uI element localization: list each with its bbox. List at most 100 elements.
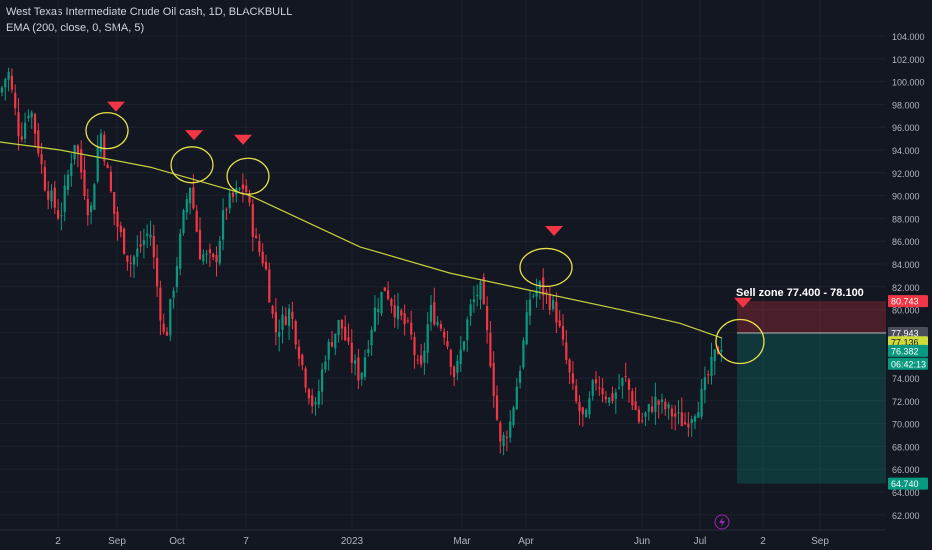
candle-body bbox=[24, 122, 27, 139]
candle-body bbox=[647, 404, 650, 412]
candle-body bbox=[20, 136, 23, 140]
candle-body bbox=[439, 323, 442, 329]
candle-body bbox=[274, 312, 277, 333]
down-arrow-marker bbox=[185, 130, 203, 141]
candle-body bbox=[690, 419, 693, 424]
candle-body bbox=[459, 349, 462, 365]
candle-body bbox=[245, 185, 248, 192]
candle-body bbox=[519, 370, 522, 383]
candle-body bbox=[472, 299, 475, 303]
candle-body bbox=[565, 342, 568, 360]
candle-body bbox=[228, 193, 231, 209]
candle-body bbox=[552, 299, 555, 310]
candle-body bbox=[291, 311, 294, 319]
candle-body bbox=[66, 174, 70, 190]
candle-body bbox=[611, 393, 614, 402]
candle-body bbox=[113, 191, 116, 214]
time-tick: 2023 bbox=[341, 536, 364, 547]
candle-body bbox=[416, 359, 419, 361]
candle-body bbox=[499, 422, 502, 442]
candle-body bbox=[476, 295, 479, 297]
candle-body bbox=[670, 408, 673, 417]
candle-body bbox=[608, 397, 611, 403]
candle-body bbox=[4, 78, 7, 88]
candle-body bbox=[73, 144, 76, 160]
candle-body bbox=[93, 184, 96, 210]
candle-body bbox=[515, 386, 518, 410]
candle-body bbox=[330, 342, 334, 347]
price-tick: 96.000 bbox=[892, 123, 920, 133]
candle-body bbox=[241, 184, 244, 189]
candle-body bbox=[594, 379, 598, 384]
candle-body bbox=[255, 235, 258, 238]
candle-body bbox=[311, 395, 314, 407]
candle-body bbox=[545, 291, 548, 293]
candle-body bbox=[123, 228, 126, 254]
candle-body bbox=[109, 171, 112, 192]
candle-body bbox=[604, 396, 607, 400]
candle-body bbox=[436, 321, 439, 326]
candle-body bbox=[225, 209, 228, 211]
candle-body bbox=[561, 326, 565, 340]
candle-body bbox=[83, 169, 86, 196]
candle-body bbox=[614, 392, 617, 400]
candle-body bbox=[288, 308, 291, 326]
candle-body bbox=[657, 400, 660, 405]
candle-body bbox=[363, 357, 367, 377]
candle-body bbox=[637, 409, 640, 422]
time-tick: Oct bbox=[169, 536, 185, 547]
candle-body bbox=[7, 71, 10, 80]
candle-body bbox=[314, 402, 317, 405]
candle-body bbox=[261, 251, 264, 264]
candle-body bbox=[152, 235, 155, 258]
candle-body bbox=[76, 145, 79, 153]
candle-body bbox=[281, 314, 284, 330]
candle-body bbox=[446, 341, 449, 347]
candle-body bbox=[30, 112, 33, 118]
down-arrow-marker bbox=[234, 134, 252, 145]
candle-body bbox=[360, 373, 363, 380]
indicator-title: EMA (200, close, 0, SMA, 5) bbox=[6, 22, 145, 34]
candle-body bbox=[139, 244, 142, 247]
candle-body bbox=[644, 412, 647, 417]
symbol-title: West Texas Intermediate Crude Oil cash, … bbox=[6, 6, 293, 18]
candle-body bbox=[354, 360, 357, 364]
candle-body bbox=[680, 412, 683, 427]
price-tick: 90.000 bbox=[892, 192, 920, 202]
candle-body bbox=[568, 359, 571, 373]
candle-body bbox=[367, 349, 370, 354]
candle-body bbox=[713, 349, 716, 362]
candle-body bbox=[420, 355, 423, 365]
candle-body bbox=[535, 290, 538, 297]
candle-body bbox=[47, 191, 50, 200]
candle-body bbox=[406, 320, 409, 322]
down-arrow-marker bbox=[734, 297, 752, 308]
candle-body bbox=[146, 233, 149, 236]
candle-body bbox=[575, 385, 578, 402]
candle-body bbox=[179, 233, 182, 269]
candle-body bbox=[528, 299, 532, 316]
candle-body bbox=[116, 211, 119, 227]
candle-body bbox=[63, 185, 66, 212]
candle-body bbox=[198, 229, 202, 260]
price-label: 64.740 bbox=[891, 479, 919, 489]
candle-body bbox=[132, 256, 136, 265]
candle-body bbox=[119, 225, 122, 233]
candle-body bbox=[674, 413, 677, 417]
candle-body bbox=[495, 395, 499, 420]
candle-body bbox=[591, 380, 594, 396]
candle-body bbox=[90, 205, 93, 213]
candle-body bbox=[492, 363, 495, 396]
candle-body bbox=[126, 255, 129, 262]
price-tick: 74.000 bbox=[892, 374, 920, 384]
candle-body bbox=[677, 412, 680, 414]
candle-body bbox=[57, 210, 60, 219]
lightning-icon-bolt bbox=[719, 517, 725, 527]
candle-body bbox=[202, 254, 205, 262]
candle-body bbox=[192, 187, 195, 209]
candle-body bbox=[327, 341, 330, 360]
candle-body bbox=[149, 234, 152, 238]
candle-body bbox=[413, 336, 416, 355]
candle-body bbox=[96, 147, 99, 182]
